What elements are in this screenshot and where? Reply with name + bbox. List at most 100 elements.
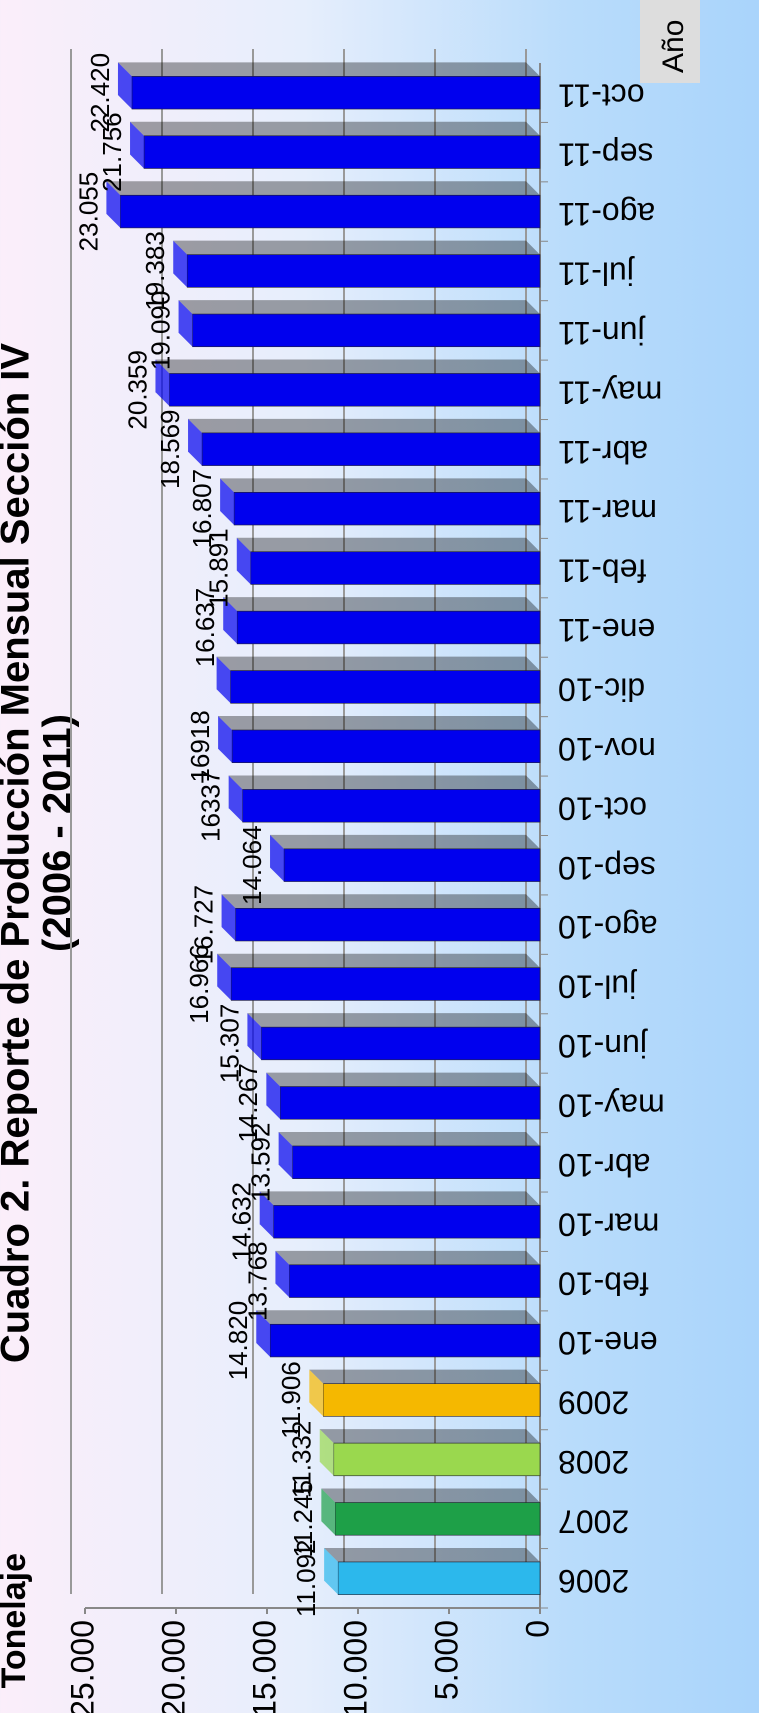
bar-top xyxy=(236,537,251,585)
bar-top xyxy=(266,1072,281,1120)
data-label: 11.245 xyxy=(288,1480,318,1558)
bar-top xyxy=(321,1488,336,1536)
bar xyxy=(333,1442,541,1477)
bar xyxy=(323,1383,541,1417)
bar-top xyxy=(117,62,132,110)
x-tick-label: ene-10 xyxy=(558,1325,658,1361)
bar xyxy=(292,1145,541,1179)
x-tick-label: ene-11 xyxy=(558,612,655,648)
bar-side xyxy=(117,62,540,77)
bar xyxy=(280,1086,541,1120)
x-tick-label: mar-11 xyxy=(558,493,657,529)
bar xyxy=(273,1205,541,1239)
bar xyxy=(192,313,541,348)
y-tick-label: 20.000 xyxy=(155,1620,191,1713)
bar xyxy=(231,729,541,764)
x-tick-label: sep-10 xyxy=(558,850,656,886)
data-label: 11.332 xyxy=(287,1421,317,1499)
bar-side xyxy=(259,1191,540,1206)
bar-side xyxy=(130,121,540,136)
data-label: 13.768 xyxy=(242,1241,272,1321)
x-tick-label: nov-10 xyxy=(558,731,656,767)
x-tick-label: abr-11 xyxy=(558,434,648,470)
bar-side xyxy=(106,181,540,196)
bar-side xyxy=(221,894,540,909)
y-tick-label: 25.000 xyxy=(64,1620,100,1713)
data-label: 14.820 xyxy=(223,1301,253,1381)
data-label: 14.267 xyxy=(233,1063,263,1143)
data-label: 11.906 xyxy=(276,1361,306,1439)
data-label: 11.092 xyxy=(291,1539,321,1617)
bar-top xyxy=(173,240,188,288)
bar-top xyxy=(319,1429,334,1476)
data-label: 15.307 xyxy=(214,1004,244,1084)
bar-top xyxy=(218,716,233,763)
bar-top xyxy=(247,1013,262,1060)
data-label: 13.592 xyxy=(246,1123,276,1203)
bar-side xyxy=(247,1013,540,1028)
bar xyxy=(236,610,541,645)
bar xyxy=(283,848,541,882)
y-tick-label: 15.000 xyxy=(246,1620,282,1713)
data-label: 19.090 xyxy=(145,291,175,371)
bar-side xyxy=(220,478,540,493)
data-label: 16.807 xyxy=(187,469,217,549)
x-tick-label: 2008 xyxy=(558,1444,629,1480)
bar xyxy=(242,789,541,823)
data-label: 16918 xyxy=(185,710,215,782)
bar xyxy=(261,1026,541,1061)
x-tick-label: 2009 xyxy=(558,1385,629,1421)
bar-top xyxy=(178,300,193,347)
x-tick-label: mar-10 xyxy=(558,1206,659,1242)
bar-top xyxy=(217,953,232,1001)
bar-side xyxy=(155,359,540,374)
bar-top xyxy=(130,121,145,169)
bar-side xyxy=(216,656,540,671)
bar-top xyxy=(106,181,121,228)
data-label: 16.966 xyxy=(184,944,214,1024)
bar-top xyxy=(216,656,231,704)
y-tick-label: 10.000 xyxy=(337,1620,373,1713)
bar-side xyxy=(188,418,540,433)
data-label: 19.383 xyxy=(140,231,170,311)
bar xyxy=(143,135,541,169)
bar xyxy=(289,1264,541,1298)
bar xyxy=(250,551,541,585)
data-label: 16337 xyxy=(196,770,226,842)
bar xyxy=(235,907,541,942)
x-tick-label: oct-10 xyxy=(558,790,647,826)
x-tick-label: oct-11 xyxy=(558,77,645,113)
x-tick-label: 2007 xyxy=(558,1503,629,1539)
x-tick-label: sep-11 xyxy=(558,137,653,173)
data-label: 18.569 xyxy=(155,409,185,489)
bar xyxy=(337,1561,541,1595)
x-tick-label: ago-10 xyxy=(558,909,658,945)
bar xyxy=(131,76,541,110)
bar-side xyxy=(309,1369,540,1384)
data-label: 14.064 xyxy=(237,825,267,905)
data-label: 16.637 xyxy=(190,588,220,668)
bar-top xyxy=(228,775,243,823)
data-label: 15.891 xyxy=(204,528,234,608)
bar-side xyxy=(228,775,540,790)
x-tick-label: jul-10 xyxy=(558,969,637,1005)
x-tick-label: may-10 xyxy=(558,1087,665,1123)
data-label: 14.632 xyxy=(227,1182,257,1262)
x-tick-label: feb-11 xyxy=(558,553,646,589)
bar-side xyxy=(217,953,540,968)
bar xyxy=(335,1502,541,1536)
bar-top xyxy=(324,1547,339,1595)
bar-top xyxy=(309,1369,324,1417)
bar-top xyxy=(220,478,235,526)
x-label-box xyxy=(640,0,700,83)
bar-top xyxy=(275,1250,290,1298)
bar-side xyxy=(218,716,540,731)
data-label: 23.055 xyxy=(73,172,103,252)
bar-top xyxy=(256,1310,271,1357)
x-tick-label: feb-10 xyxy=(558,1266,649,1302)
bar-top xyxy=(221,894,236,941)
bar-top xyxy=(223,597,238,644)
bar xyxy=(169,373,541,407)
